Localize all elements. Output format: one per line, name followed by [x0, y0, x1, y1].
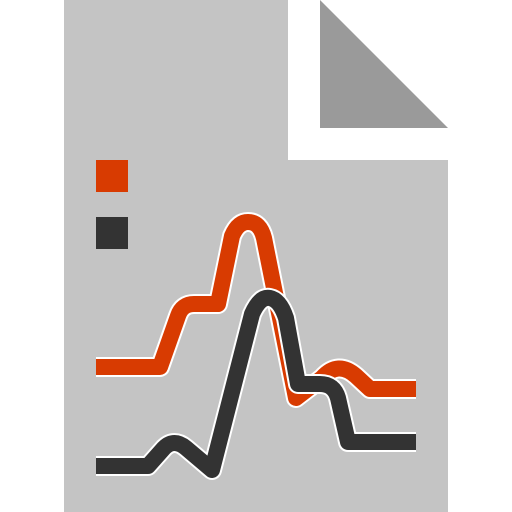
series-line-dark [96, 289, 416, 478]
legend-swatch-dark [96, 217, 128, 249]
legend-swatch-orange [96, 160, 128, 192]
series-line-orange [96, 214, 416, 406]
folded-corner [320, 0, 448, 128]
